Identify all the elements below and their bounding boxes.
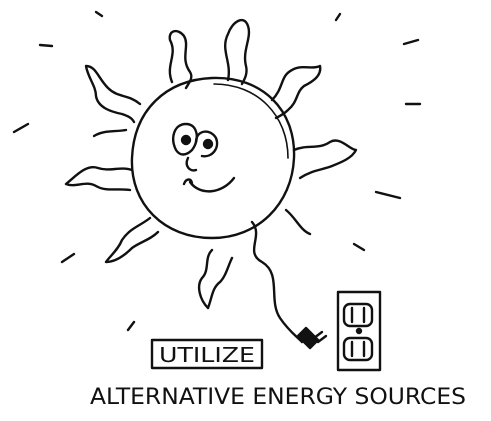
sign-label: UTILIZE [159,343,255,367]
sun-face [173,124,234,191]
power-cord [252,222,326,348]
shine-dashes [14,12,420,330]
page: UTILIZE ALTERNATIVE ENERGY SOURCES (() =… [0,0,491,421]
cartoon: UTILIZE ALTERNATIVE ENERGY SOURCES [0,0,491,421]
wall-outlet [338,292,380,370]
sun [14,12,420,330]
sun-rays [66,20,356,308]
caption: ALTERNATIVE ENERGY SOURCES [90,385,466,410]
sun-disc [132,78,294,238]
